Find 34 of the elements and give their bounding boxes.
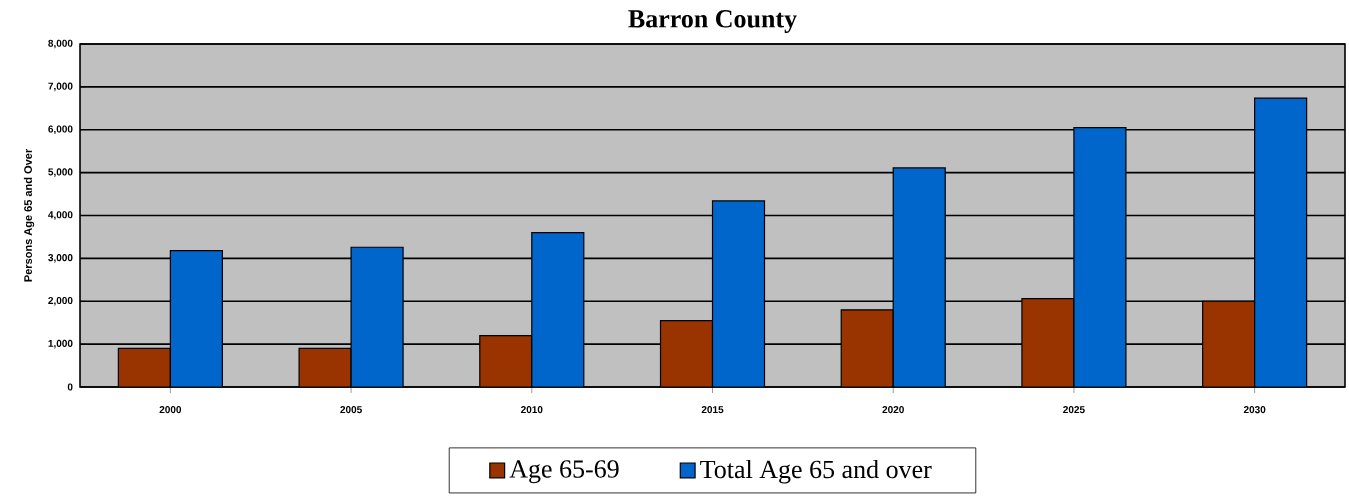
bar [298, 347, 352, 387]
y-tick-label: 0 [67, 383, 73, 391]
bar [479, 334, 533, 387]
legend-label: Age 65-69 [509, 460, 619, 484]
y-axis-title: Persons Age 65 and Over [23, 149, 35, 282]
y-tick-label: 6,000 [48, 125, 73, 135]
x-tick-label: 2025 [1063, 406, 1085, 414]
bar [1254, 97, 1308, 387]
bar [659, 319, 714, 387]
bar [1021, 298, 1075, 387]
y-tick-label: 1,000 [48, 339, 73, 349]
bar [1073, 127, 1127, 387]
x-tick-label: 2000 [159, 406, 182, 414]
bar [711, 200, 766, 387]
bar [1202, 300, 1256, 387]
bar [169, 250, 223, 387]
y-tick-label: 3,000 [48, 254, 73, 263]
x-tick-label: 2020 [882, 406, 904, 414]
y-tick-label: 4,000 [48, 211, 73, 220]
legend-label: Total Age 65 and over [700, 459, 932, 484]
y-tick-label: 5,000 [48, 168, 73, 177]
x-tick-label: 2010 [521, 406, 543, 414]
x-tick-label: 2005 [340, 406, 362, 414]
x-tick-label: 2030 [1243, 406, 1266, 414]
chart-title: Barron County [628, 10, 797, 33]
bar [350, 246, 404, 387]
bar [840, 309, 894, 387]
y-tick-label: 8,000 [48, 39, 73, 49]
bar [117, 347, 171, 387]
y-tick-label: 2,000 [48, 296, 73, 306]
y-tick-label: 7,000 [48, 82, 73, 92]
bar [531, 232, 585, 387]
bar [892, 167, 946, 387]
x-tick-label: 2015 [701, 406, 724, 414]
